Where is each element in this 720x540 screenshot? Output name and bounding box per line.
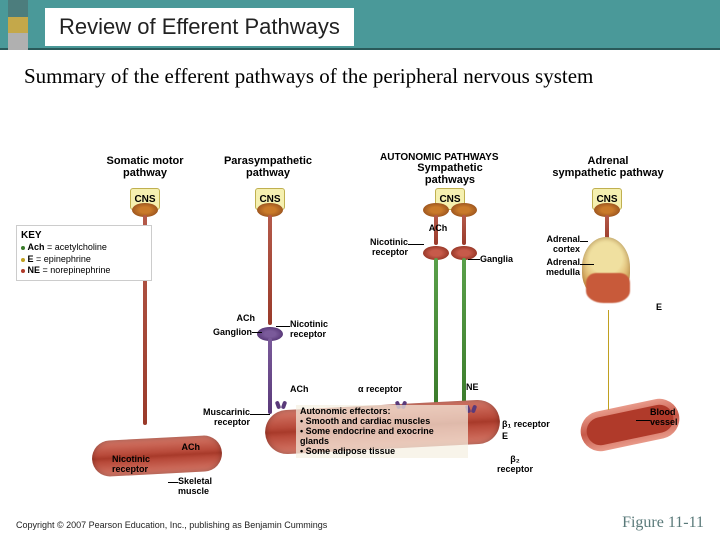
leader-adrenal-cortex bbox=[580, 241, 588, 242]
key-title: KEY bbox=[21, 229, 147, 242]
leader-skeletal bbox=[168, 482, 178, 483]
label-ach-som: ACh bbox=[172, 443, 200, 453]
leader-blood-vessel bbox=[636, 420, 650, 421]
label-nicotinic-para: Nicotinicreceptor bbox=[290, 320, 340, 340]
col-para-label-text: Parasympatheticpathway bbox=[224, 155, 312, 179]
label-skeletal: Skeletalmuscle bbox=[178, 477, 228, 497]
label-ach-para: ACh bbox=[215, 314, 255, 324]
key-row-e: E = epinephrine bbox=[21, 254, 147, 266]
col-adrenal-label-text: Adrenalsympathetic pathway bbox=[552, 155, 663, 179]
fiber-para-pre bbox=[268, 215, 272, 325]
fiber-symp-post1 bbox=[434, 258, 438, 408]
label-e-out: E bbox=[656, 303, 662, 313]
label-nicotinic-som: Nicotinicreceptor bbox=[112, 455, 202, 475]
label-blood-vessel: Bloodvessel bbox=[650, 408, 696, 428]
leader-nicotinic-para bbox=[276, 326, 290, 327]
label-ganglia: Ganglia bbox=[480, 255, 513, 265]
epinephrine-path bbox=[608, 310, 609, 410]
key-row-ach: Ach = acetylcholine bbox=[21, 242, 147, 254]
label-nicotinic-symp: Nicotinicreceptor bbox=[358, 238, 408, 258]
leader-ganglia bbox=[468, 259, 480, 260]
col-symp-label-text: Sympatheticpathways bbox=[417, 162, 482, 186]
label-nicotinic-som-text: Nicotinicreceptor bbox=[112, 454, 150, 474]
adrenal-gland bbox=[582, 237, 630, 297]
label-adrenal-medulla: Adrenalmedulla bbox=[535, 258, 580, 278]
header-accent-stripes bbox=[8, 0, 28, 50]
label-b1: β₁ receptor bbox=[502, 420, 550, 430]
leader-muscarinic bbox=[250, 414, 270, 415]
col-somatic-label-text: Somatic motorpathway bbox=[106, 155, 183, 179]
leader-nicotinic-symp bbox=[408, 244, 424, 245]
leader-ganglion bbox=[252, 332, 262, 333]
label-ach-post: ACh bbox=[290, 385, 309, 395]
label-adrenal-cortex: Adrenalcortex bbox=[535, 235, 580, 255]
label-e-b1: E bbox=[502, 432, 508, 442]
label-b2: β₂receptor bbox=[490, 455, 540, 475]
effector-caption: Autonomic effectors: • Smooth and cardia… bbox=[296, 405, 468, 458]
key-row-ne: NE = norepinephrine bbox=[21, 265, 147, 277]
page-title: Review of Efferent Pathways bbox=[45, 8, 354, 46]
muscarinic-receptor-icon bbox=[276, 401, 286, 409]
subtitle: Summary of the efferent pathways of the … bbox=[24, 64, 684, 89]
fiber-para-post bbox=[268, 338, 272, 414]
leader-adrenal-medulla bbox=[580, 264, 594, 265]
label-alpha: α receptor bbox=[358, 385, 402, 395]
copyright: Copyright © 2007 Pearson Education, Inc.… bbox=[16, 520, 327, 530]
key-legend: KEY Ach = acetylcholine E = epinephrine … bbox=[16, 225, 152, 281]
label-ganglion: Ganglion bbox=[202, 328, 252, 338]
label-ne: NE bbox=[466, 383, 479, 393]
effector-item-2: • Some endocrine and exocrine glands bbox=[300, 427, 464, 447]
fiber-symp-pre2 bbox=[462, 215, 466, 245]
col-somatic-label: Somatic motorpathway bbox=[100, 155, 190, 179]
figure-number: Figure 11-11 bbox=[622, 514, 704, 532]
label-muscarinic: Muscarinicreceptor bbox=[192, 408, 250, 428]
effector-item-3: • Some adipose tissue bbox=[300, 447, 464, 457]
col-para-label: Parasympatheticpathway bbox=[218, 155, 318, 179]
label-ach-symp: ACh bbox=[418, 224, 458, 234]
col-adrenal-label: Adrenalsympathetic pathway bbox=[548, 155, 668, 179]
col-symp-label: Sympatheticpathways bbox=[405, 162, 495, 186]
